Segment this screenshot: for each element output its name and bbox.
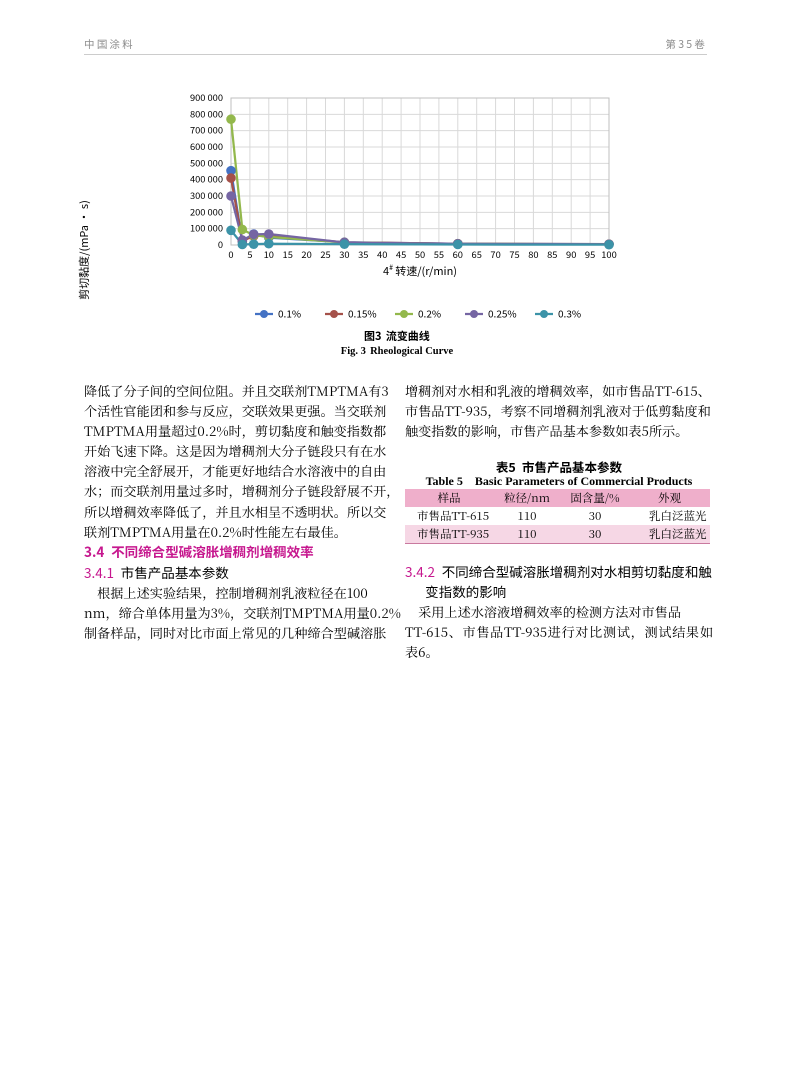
svg-text:55: 55 (434, 247, 444, 261)
svg-text:100 000: 100 000 (190, 221, 223, 235)
svg-text:0.25%: 0.25% (488, 306, 517, 321)
svg-text:0: 0 (228, 247, 233, 261)
svg-text:85: 85 (547, 247, 557, 261)
svg-text:0.15%: 0.15% (348, 306, 377, 321)
svg-text:800 000: 800 000 (190, 106, 223, 120)
svg-text:4# 转速/(r/min): 4# 转速/(r/min) (383, 263, 457, 279)
svg-text:300 000: 300 000 (190, 188, 223, 202)
svg-text:45: 45 (396, 247, 406, 261)
svg-text:600 000: 600 000 (190, 139, 223, 153)
svg-text:剪切黏度/(mPa · s): 剪切黏度/(mPa · s) (76, 200, 92, 300)
svg-text:100: 100 (601, 247, 616, 261)
svg-text:35: 35 (358, 247, 368, 261)
svg-text:40: 40 (377, 247, 387, 261)
svg-text:60: 60 (453, 247, 463, 261)
svg-text:10: 10 (264, 247, 274, 261)
svg-text:80: 80 (528, 247, 538, 261)
svg-text:0.1%: 0.1% (278, 306, 301, 321)
svg-text:30: 30 (339, 247, 349, 261)
svg-text:65: 65 (472, 247, 482, 261)
svg-text:90: 90 (566, 247, 576, 261)
svg-text:900 000: 900 000 (190, 90, 223, 104)
svg-text:20: 20 (301, 247, 311, 261)
svg-text:0.2%: 0.2% (418, 306, 441, 321)
svg-text:5: 5 (247, 247, 252, 261)
svg-text:50: 50 (415, 247, 425, 261)
svg-text:15: 15 (283, 247, 293, 261)
svg-text:70: 70 (490, 247, 500, 261)
svg-text:75: 75 (509, 247, 519, 261)
svg-text:700 000: 700 000 (190, 123, 223, 137)
svg-text:0: 0 (218, 237, 223, 251)
svg-text:95: 95 (585, 247, 595, 261)
svg-text:500 000: 500 000 (190, 155, 223, 169)
svg-text:200 000: 200 000 (190, 204, 223, 218)
svg-text:0.3%: 0.3% (558, 306, 581, 321)
svg-text:25: 25 (320, 247, 330, 261)
svg-text:400 000: 400 000 (190, 172, 223, 186)
